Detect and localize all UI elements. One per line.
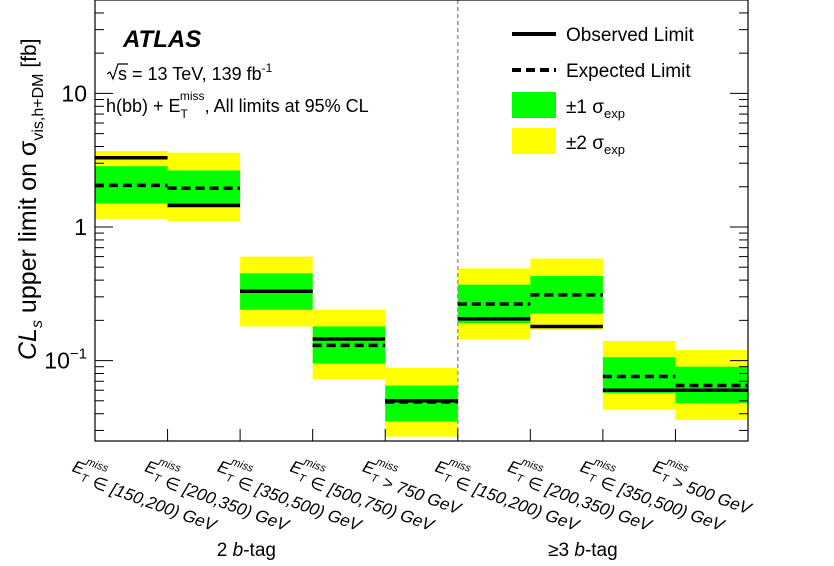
observed-limit-lines — [95, 155, 748, 403]
met-symbol-subscript: T — [224, 472, 236, 486]
legend-band1-subscript: exp — [604, 106, 625, 121]
legend-two-sigma-swatch — [512, 128, 556, 154]
y-axis-title: CLs upper limit on σvis,h+DM [fb] — [14, 38, 47, 360]
group-label-2: ≥3 b-tag — [548, 540, 618, 561]
group-label-prefix: ≥3 — [548, 540, 574, 561]
energy-lumi-text: s = 13 TeV, 139 fb — [118, 64, 262, 84]
met-symbol-subscript: T — [442, 472, 454, 486]
axes — [94, 0, 749, 442]
group-label-1: 2 b-tag — [217, 540, 276, 561]
met-symbol-subscript: T — [369, 472, 381, 486]
selection-prefix: h(bb) + E — [106, 96, 181, 116]
sqrt-icon — [106, 63, 128, 81]
met-symbol-subscript: T — [659, 472, 671, 486]
y-axis-title-text: CLs upper limit on σvis,h+DM [fb] — [14, 38, 47, 360]
met-symbol-subscript: T — [587, 472, 599, 486]
legend-band1-symbol: ±1 σ — [566, 97, 604, 118]
y-axis-title-prefix: CL — [14, 328, 42, 360]
atlas-label: ATLAS — [122, 26, 201, 53]
group-label-suffix: -tag — [585, 540, 618, 561]
met-symbol-subscript: T — [514, 472, 526, 486]
met-symbol-subscript: T — [79, 472, 91, 486]
y-tick-label-base: 1 — [74, 214, 87, 240]
legend-band2-symbol: ±2 σ — [566, 133, 604, 154]
y-tick-label: 10 — [61, 80, 87, 106]
plot-frame — [94, 0, 749, 442]
energy-lumi-label: s = 13 TeV, 139 fb-1 — [118, 61, 273, 84]
selection-label: h(bb) + ETmiss, All limits at 95% CL — [106, 89, 369, 121]
legend-expected-label: Expected Limit — [566, 61, 691, 82]
group-labels: 2 b-tag ≥3 b-tag — [217, 540, 618, 561]
legend-observed-label: Observed Limit — [566, 25, 694, 46]
legend-band2-subscript: exp — [604, 142, 625, 157]
group-label-prefix: 2 — [217, 540, 233, 561]
lumi-superscript: -1 — [262, 61, 273, 75]
y-tick-label-base: 10 — [61, 80, 87, 106]
y-axis-title-sub: vis,h+DM — [30, 74, 47, 141]
legend-one-sigma-swatch — [512, 92, 556, 118]
group-label-tag: b — [574, 540, 585, 561]
legend-band2-label: ±2 σexp — [566, 133, 625, 157]
annotations: ATLAS s = 13 TeV, 139 fb-1 h(bb) + ETmiss,… — [106, 26, 369, 121]
group-label-tag: b — [233, 540, 244, 561]
y-tick-label-exponent: −1 — [70, 346, 87, 363]
legend-band1-label: ±1 σexp — [566, 97, 625, 121]
met-symbol-subscript: T — [297, 472, 309, 486]
selection-superscript: miss — [180, 89, 205, 103]
y-tick-label-base: 10 — [44, 348, 70, 374]
y-tick-label: 10−1 — [44, 346, 87, 374]
y-tick-label: 1 — [74, 214, 87, 240]
y-axis-title-unit: [fb] — [18, 38, 41, 73]
selection-subscript: T — [181, 107, 189, 121]
y-axis-title-prefix-sub: s — [29, 320, 46, 328]
met-symbol: ETmiss — [213, 452, 255, 491]
met-symbol-subscript: T — [151, 472, 163, 486]
selection-suffix: , All limits at 95% CL — [205, 96, 369, 116]
y-axis-title-main: upper limit on σ — [14, 140, 42, 320]
group-label-suffix: -tag — [243, 540, 276, 561]
